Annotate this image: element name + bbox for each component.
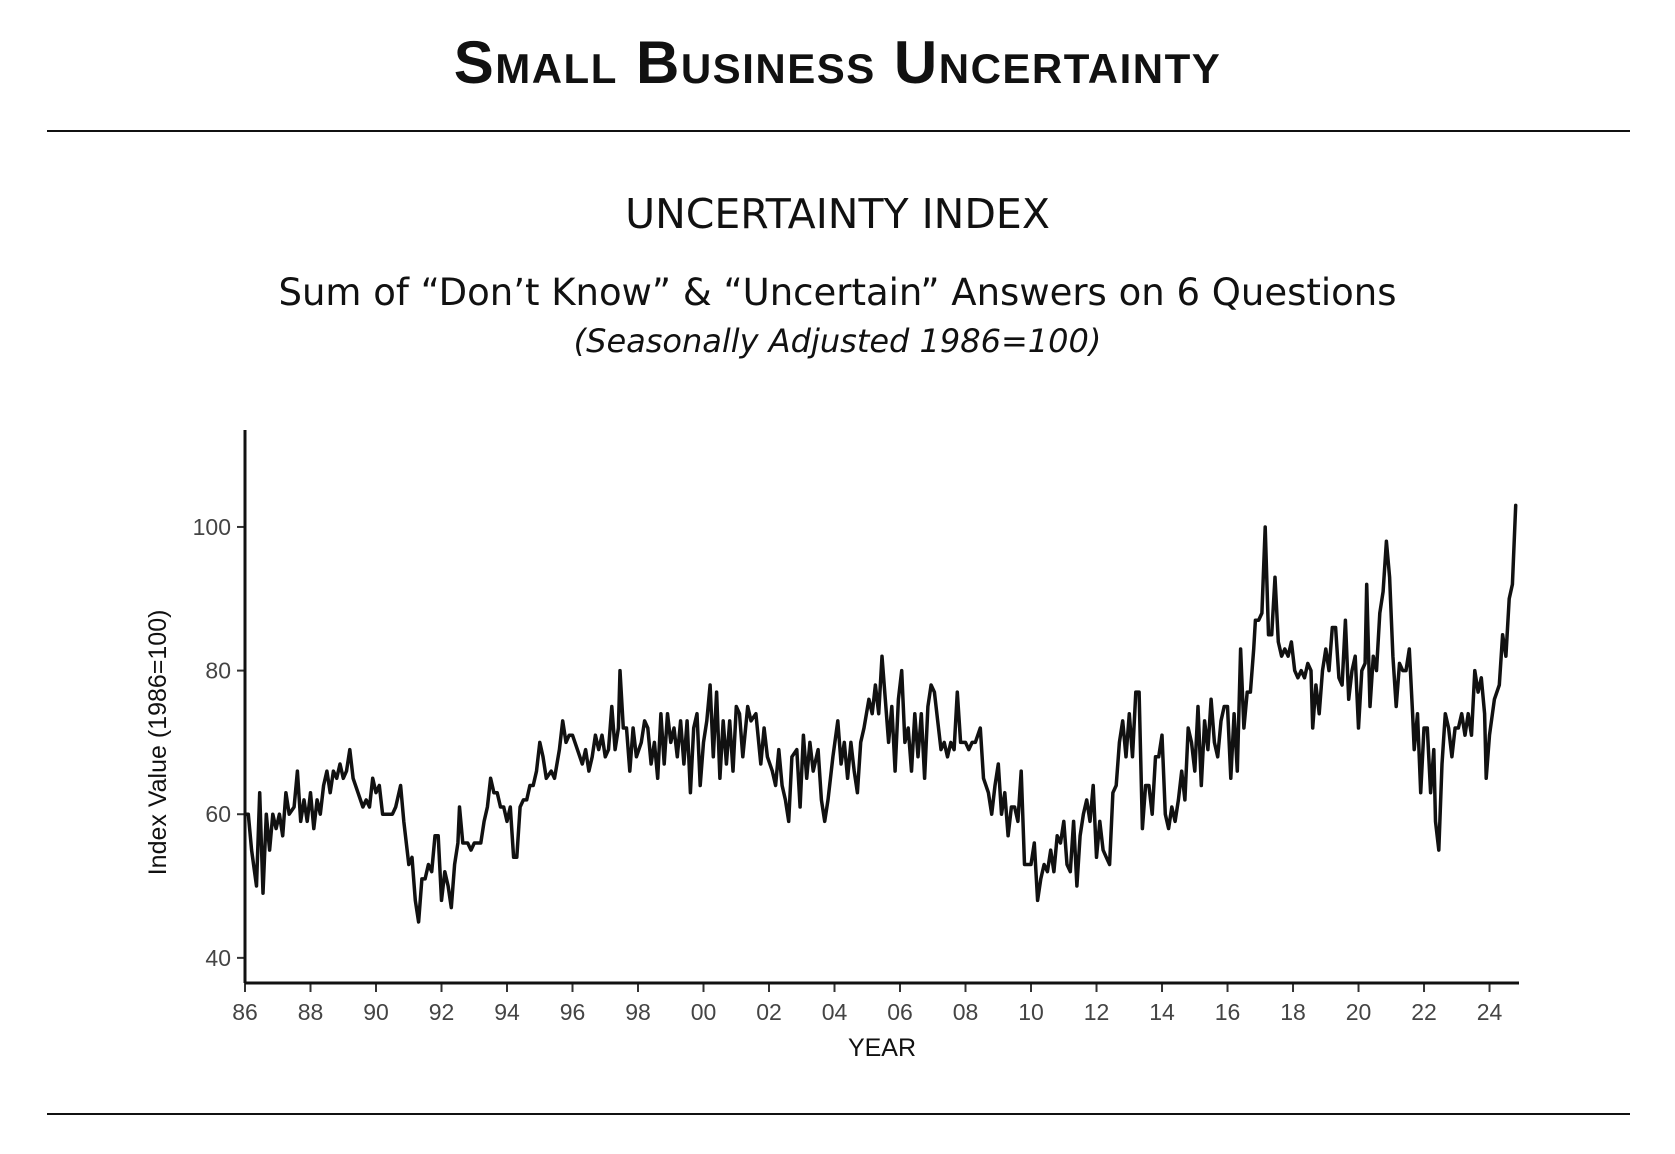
x-tick-label: 86 — [232, 999, 258, 1025]
chart-note: (Seasonally Adjusted 1986=100) — [573, 322, 1102, 360]
x-tick-label: 18 — [1280, 999, 1306, 1025]
x-tick-label: 04 — [822, 999, 848, 1025]
chart-title: UNCERTAINTY INDEX — [625, 190, 1050, 238]
bottom-divider — [47, 1113, 1630, 1115]
top-divider — [47, 130, 1630, 132]
y-tick-label: 60 — [205, 801, 231, 827]
x-tick-label: 08 — [953, 999, 979, 1025]
x-axis-ticks: 86 88 90 92 94 96 98 00 02 04 06 08 10 12 14 16 18 20 22 24 — [232, 983, 1503, 1025]
series-line-uncertainty-index — [243, 503, 1518, 924]
x-tick-label: 94 — [494, 999, 520, 1025]
page-title: Small Business Uncertainty — [453, 29, 1222, 96]
y-axis-title: Index Value (1986=100) — [144, 610, 172, 876]
y-axis-ticks: 40 60 80 100 — [193, 514, 245, 971]
y-tick-label: 100 — [193, 514, 231, 540]
x-tick-label: 10 — [1018, 999, 1044, 1025]
x-tick-label: 90 — [363, 999, 389, 1025]
x-tick-label: 88 — [298, 999, 324, 1025]
y-tick-label: 40 — [205, 945, 231, 971]
x-tick-label: 00 — [691, 999, 717, 1025]
x-tick-label: 14 — [1149, 999, 1175, 1025]
x-tick-label: 02 — [756, 999, 782, 1025]
x-tick-label: 06 — [887, 999, 913, 1025]
x-tick-label: 16 — [1215, 999, 1241, 1025]
x-tick-label: 98 — [625, 999, 651, 1025]
x-tick-label: 24 — [1477, 999, 1503, 1025]
x-tick-label: 22 — [1411, 999, 1437, 1025]
x-tick-label: 20 — [1346, 999, 1372, 1025]
x-tick-label: 12 — [1084, 999, 1110, 1025]
chart-subtitle: Sum of “Don’t Know” & “Uncertain” Answer… — [278, 271, 1397, 314]
x-axis-title: YEAR — [848, 1034, 916, 1062]
x-tick-label: 96 — [560, 999, 586, 1025]
y-tick-label: 80 — [205, 658, 231, 684]
x-tick-label: 92 — [429, 999, 455, 1025]
